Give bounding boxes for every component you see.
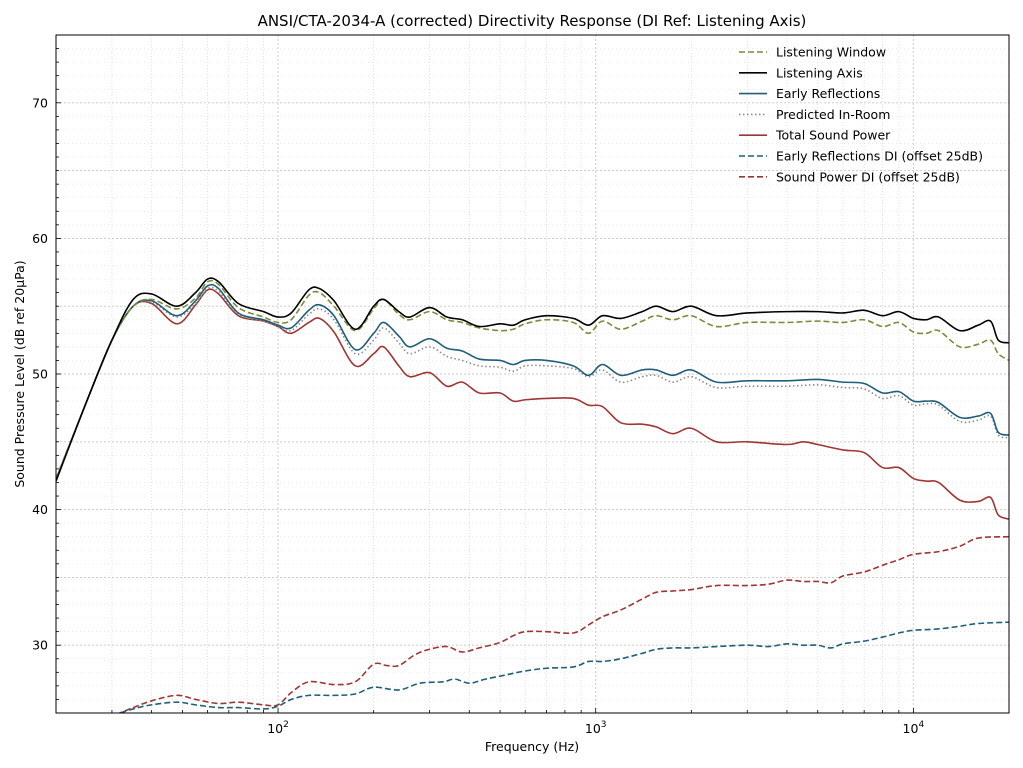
chart-title: ANSI/CTA-2034-A (corrected) Directivity … (258, 12, 807, 30)
x-tick-label: 102 (267, 720, 289, 736)
y-tick-label: 60 (32, 231, 48, 246)
grid-lines (55, 35, 1010, 713)
y-axis-label: Sound Pressure Level (dB ref 20µPa) (12, 260, 27, 487)
legend-entry-label: Early Reflections (776, 86, 880, 101)
legend-entry-label: Listening Window (776, 45, 886, 60)
y-tick-label: 70 (32, 95, 48, 110)
series-line-4 (56, 288, 1009, 520)
series-line-5 (117, 621, 1009, 713)
axis-ticks: 102 103 104 30 40 50 60 70 (32, 48, 1010, 736)
series-line-6 (117, 535, 1009, 713)
legend: Listening Window Listening Axis Early Refl… (739, 45, 983, 184)
x-tick-label: 103 (585, 720, 607, 736)
legend-entry-label: Total Sound Power (775, 128, 891, 143)
series-line-2 (56, 283, 1009, 481)
legend-entry-label: Early Reflections DI (offset 25dB) (776, 149, 983, 164)
legend-entry-label: Listening Axis (776, 65, 863, 80)
series-layer (56, 277, 1009, 713)
legend-entry-label: Predicted In-Room (776, 107, 890, 122)
x-tick-label: 104 (903, 720, 925, 736)
y-tick-label: 40 (32, 502, 48, 517)
y-tick-label: 50 (32, 367, 48, 382)
legend-entry-label: Sound Power DI (offset 25dB) (776, 169, 960, 184)
y-tick-label: 30 (32, 638, 48, 653)
series-line-1 (56, 277, 1009, 482)
series-line-0 (56, 279, 1009, 479)
x-axis-label: Frequency (Hz) (485, 739, 579, 754)
